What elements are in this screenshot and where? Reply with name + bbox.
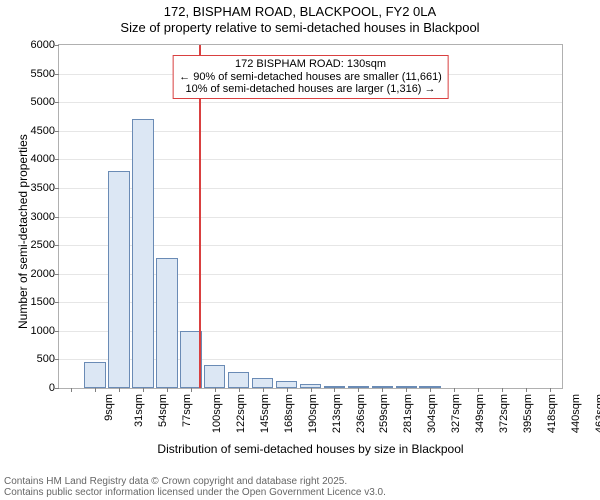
y-axis-label: Number of semi-detached properties [16, 134, 30, 329]
xtick-mark [191, 388, 192, 392]
xtick-mark [382, 388, 383, 392]
xtick-label: 418sqm [546, 394, 558, 433]
x-axis-label: Distribution of semi-detached houses by … [58, 442, 563, 456]
annotation-box: 172 BISPHAM ROAD: 130sqm ← 90% of semi-d… [172, 55, 449, 99]
ytick-label: 1000 [31, 325, 59, 337]
footer-line1: Contains HM Land Registry data © Crown c… [4, 476, 386, 487]
annotation-line1: 172 BISPHAM ROAD: 130sqm [179, 58, 442, 71]
xtick-mark [358, 388, 359, 392]
xtick-label: 440sqm [570, 394, 582, 433]
chart-container: 172, BISPHAM ROAD, BLACKPOOL, FY2 0LA Si… [0, 0, 600, 500]
xtick-mark [263, 388, 264, 392]
bar [276, 381, 298, 388]
bar [156, 258, 178, 388]
footer-attribution: Contains HM Land Registry data © Crown c… [4, 476, 386, 498]
xtick-mark [119, 388, 120, 392]
xtick-mark [406, 388, 407, 392]
xtick-label: 213sqm [331, 394, 343, 433]
xtick-label: 281sqm [403, 394, 415, 433]
xtick-label: 168sqm [283, 394, 295, 433]
ytick-label: 3500 [31, 182, 59, 194]
xtick-label: 190sqm [307, 394, 319, 433]
ytick-label: 500 [37, 353, 59, 365]
bar [132, 119, 154, 388]
xtick-mark [287, 388, 288, 392]
xtick-label: 395sqm [522, 394, 534, 433]
xtick-label: 327sqm [450, 394, 462, 433]
xtick-label: 349sqm [474, 394, 486, 433]
xtick-mark [430, 388, 431, 392]
xtick-label: 259sqm [379, 394, 391, 433]
xtick-mark [167, 388, 168, 392]
chart-title-line1: 172, BISPHAM ROAD, BLACKPOOL, FY2 0LA [0, 4, 600, 20]
xtick-mark [502, 388, 503, 392]
ytick-label: 4000 [31, 153, 59, 165]
xtick-label: 9sqm [103, 394, 115, 421]
xtick-mark [143, 388, 144, 392]
ytick-label: 2000 [31, 268, 59, 280]
xtick-label: 145sqm [259, 394, 271, 433]
bar [204, 365, 226, 388]
ytick-label: 5000 [31, 96, 59, 108]
annotation-line2: ← 90% of semi-detached houses are smalle… [179, 71, 442, 84]
xtick-mark [311, 388, 312, 392]
plot-area: 172 BISPHAM ROAD: 130sqm ← 90% of semi-d… [58, 44, 563, 389]
xtick-mark [454, 388, 455, 392]
xtick-mark [550, 388, 551, 392]
xtick-mark [334, 388, 335, 392]
ytick-label: 6000 [31, 39, 59, 51]
xtick-label: 100sqm [211, 394, 223, 433]
xtick-label: 31sqm [133, 394, 145, 427]
xtick-mark [478, 388, 479, 392]
ytick-label: 5500 [31, 68, 59, 80]
chart-title-block: 172, BISPHAM ROAD, BLACKPOOL, FY2 0LA Si… [0, 4, 600, 37]
chart-title-line2: Size of property relative to semi-detach… [0, 20, 600, 36]
bar [252, 378, 274, 388]
footer-line2: Contains public sector information licen… [4, 487, 386, 498]
xtick-label: 54sqm [157, 394, 169, 427]
bar [84, 362, 106, 388]
xtick-mark [239, 388, 240, 392]
ytick-label: 0 [49, 382, 59, 394]
ytick-label: 1500 [31, 296, 59, 308]
xtick-label: 77sqm [181, 394, 193, 427]
ytick-label: 2500 [31, 239, 59, 251]
xtick-label: 463sqm [594, 394, 600, 433]
ytick-label: 4500 [31, 125, 59, 137]
xtick-mark [215, 388, 216, 392]
xtick-mark [95, 388, 96, 392]
xtick-label: 236sqm [355, 394, 367, 433]
xtick-mark [71, 388, 72, 392]
xtick-label: 304sqm [426, 394, 438, 433]
xtick-mark [526, 388, 527, 392]
annotation-line3: 10% of semi-detached houses are larger (… [179, 83, 442, 96]
bar [228, 372, 250, 388]
xtick-label: 122sqm [235, 394, 247, 433]
xtick-label: 372sqm [498, 394, 510, 433]
ytick-label: 3000 [31, 211, 59, 223]
bar [108, 171, 130, 388]
